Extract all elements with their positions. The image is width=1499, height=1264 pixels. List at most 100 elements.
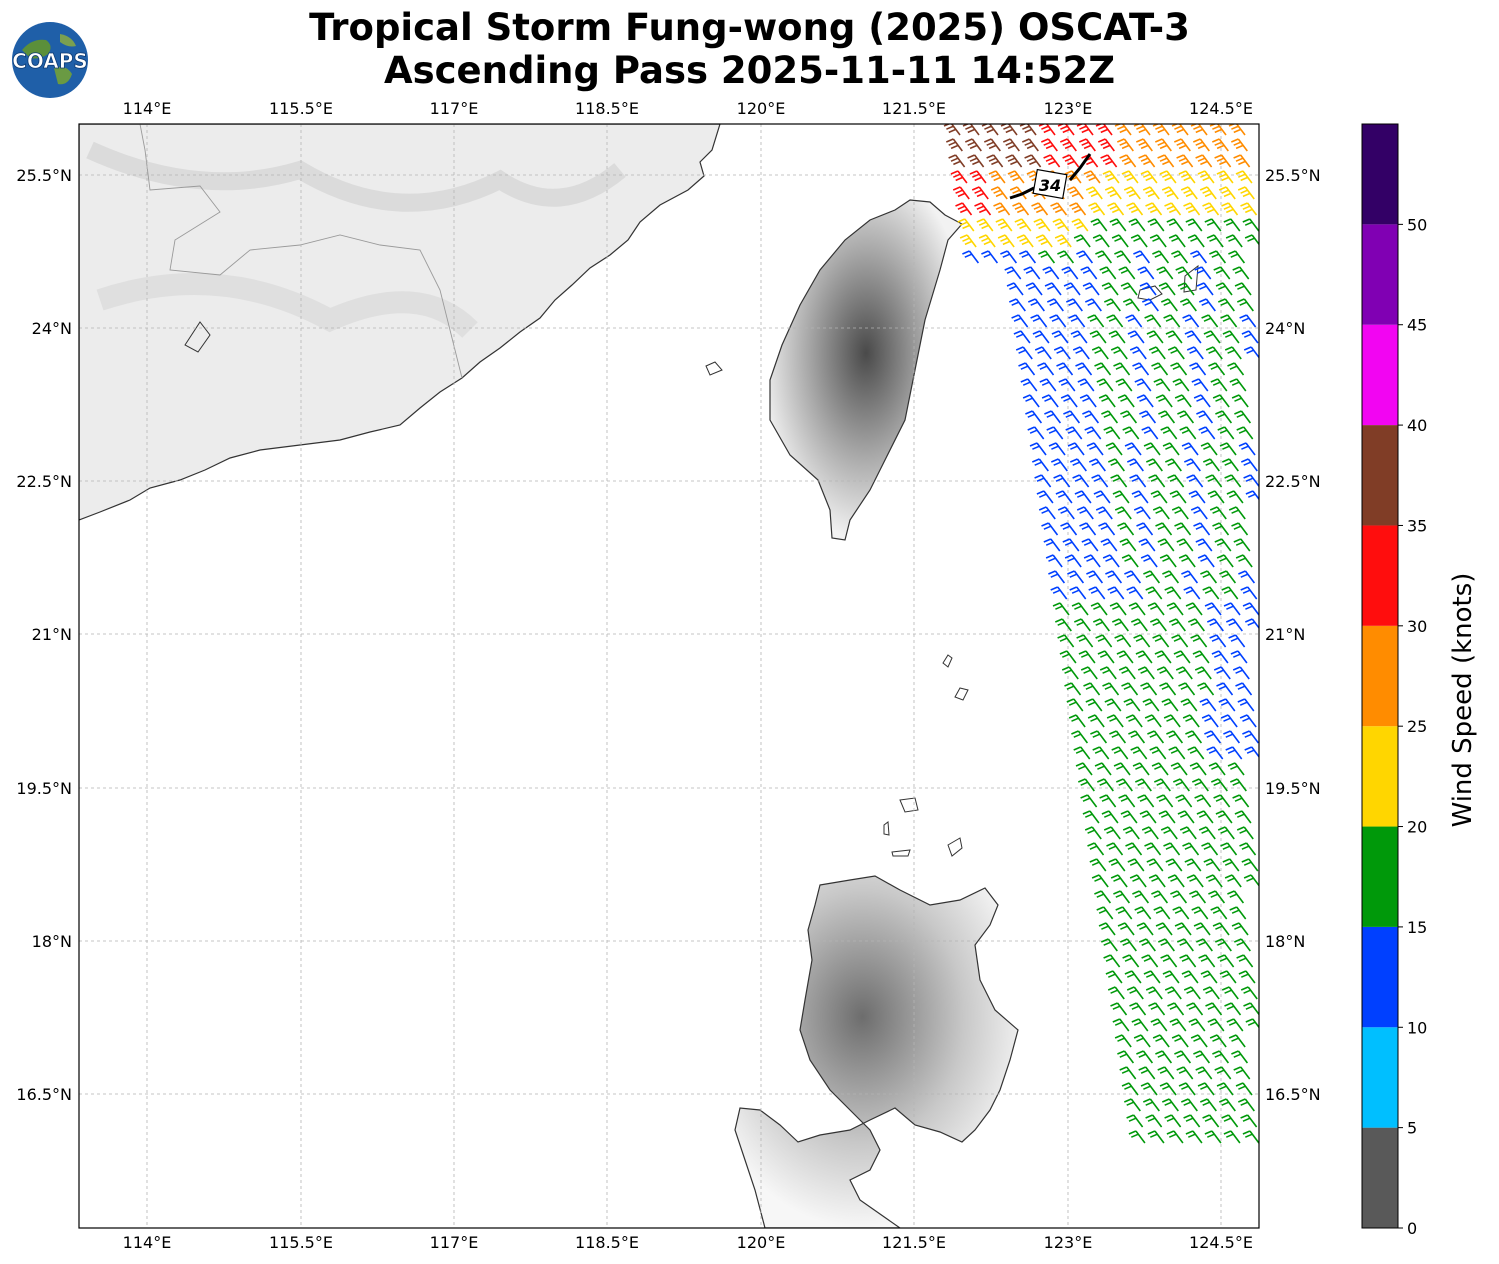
wind-barb [1150, 1018, 1168, 1032]
wind-barb [1186, 874, 1204, 888]
wind-barb [1118, 794, 1136, 808]
wind-barb [1149, 234, 1167, 248]
wind-barb [1058, 378, 1076, 392]
wind-barb [1204, 602, 1222, 616]
wind-barb [1184, 330, 1202, 344]
wind-barb [1175, 666, 1193, 680]
wind-barb [1129, 474, 1147, 488]
wind-barb [1205, 474, 1223, 488]
wind-barb [1119, 1066, 1137, 1080]
wind-barb [1111, 746, 1129, 760]
wind-barb [1078, 138, 1096, 152]
luzon-island [734, 875, 1019, 1228]
wind-barb [1097, 138, 1115, 152]
wind-barb [1158, 410, 1176, 424]
wind-barb [1196, 410, 1214, 424]
wind-barb [1068, 714, 1086, 728]
wind-barb [1168, 618, 1186, 632]
lon-tick-bottom: 115.5°E [269, 1233, 333, 1252]
wind-barb [1195, 938, 1213, 952]
wind-barb [1171, 250, 1189, 264]
wind-barb [1231, 1050, 1249, 1064]
wind-barb [1064, 682, 1082, 696]
map-title-line-1: Tropical Storm Fung-wong (2025) OSCAT-3 [309, 6, 1190, 49]
wind-barb [957, 218, 975, 232]
wind-barb [1201, 842, 1219, 856]
wind-barb [1103, 298, 1121, 312]
lat-ticks-left: 25.5°N 24°N 22.5°N 21°N 19.5°N 18°N 16.5… [16, 166, 72, 1104]
wind-barb [1208, 362, 1226, 376]
wind-barb [1101, 410, 1119, 424]
wind-barb [1226, 490, 1244, 504]
wind-barb [1183, 1114, 1201, 1128]
wind-barb [1170, 362, 1188, 376]
lat-tick-right: 21°N [1265, 625, 1305, 644]
wind-barb [1236, 426, 1254, 440]
colorbar-bin [1362, 324, 1398, 426]
wind-barb [1114, 506, 1132, 520]
wind-barb [1020, 378, 1038, 392]
wind-barb [1095, 634, 1113, 648]
wind-barb [1142, 1098, 1160, 1112]
wind-barb [1193, 522, 1211, 536]
wind-barb [1100, 938, 1118, 952]
wind-barb [1048, 442, 1066, 456]
wind-barb [1034, 474, 1052, 488]
wind-barb [1168, 234, 1186, 248]
wind-barb [1139, 410, 1157, 424]
wind-barb [1206, 234, 1224, 248]
wind-barb [1152, 634, 1170, 648]
wind-barb [1051, 330, 1069, 344]
colorbar-tick-label: 0 [1407, 1219, 1417, 1238]
wind-barb [1094, 762, 1112, 776]
wind-barb [1139, 810, 1157, 824]
lon-tick-bottom: 123°E [1044, 1233, 1093, 1252]
wind-barb [1212, 522, 1230, 536]
wind-barb [1155, 922, 1173, 936]
wind-barb [1224, 874, 1242, 888]
lon-tick-top: 123°E [1044, 99, 1093, 118]
lat-tick-right: 25.5°N [1265, 166, 1321, 185]
wind-barb [1176, 1066, 1194, 1080]
wind-barb [1130, 618, 1148, 632]
wind-barb [1187, 234, 1205, 248]
wind-barb [1050, 458, 1068, 472]
wind-barb [1136, 394, 1154, 408]
wind-barb [1012, 202, 1030, 216]
wind-barb [1082, 282, 1100, 296]
wind-barb [1155, 522, 1173, 536]
wind-barb [1212, 394, 1230, 408]
wind-barb [1238, 570, 1256, 584]
wind-barb [1044, 282, 1062, 296]
wind-barb [1132, 890, 1150, 904]
wind-barb [1182, 842, 1200, 856]
wind-barb [1141, 954, 1159, 968]
wind-barb [1182, 314, 1200, 328]
wind-barb [1081, 154, 1099, 168]
wind-barb [1123, 1098, 1141, 1112]
wind-barb [1088, 586, 1106, 600]
wind-barb [1244, 618, 1259, 630]
lon-tick-top: 118.5°E [575, 99, 639, 118]
wind-barb [1189, 362, 1207, 376]
wind-barb [1189, 890, 1207, 904]
wind-barb [1144, 714, 1162, 728]
wind-barb [1153, 906, 1171, 920]
wind-barb [1237, 698, 1255, 712]
wind-barb [1160, 426, 1178, 440]
wind-barb [1179, 954, 1197, 968]
wind-barb [1046, 298, 1064, 312]
colorbar-tick-label: 15 [1407, 918, 1427, 937]
wind-barb [1002, 138, 1020, 152]
wind-barb [1133, 250, 1151, 264]
wind-barb [1166, 730, 1184, 744]
wind-barb [1194, 266, 1212, 280]
wind-barb [1205, 1002, 1223, 1016]
wind-barb [1160, 826, 1178, 840]
wind-barb [1103, 954, 1121, 968]
lat-tick-left: 22.5°N [16, 472, 72, 491]
wind-barb [1194, 666, 1212, 680]
wind-barb [1229, 778, 1247, 792]
wind-barb [1076, 634, 1094, 648]
wind-barb [1200, 970, 1218, 984]
